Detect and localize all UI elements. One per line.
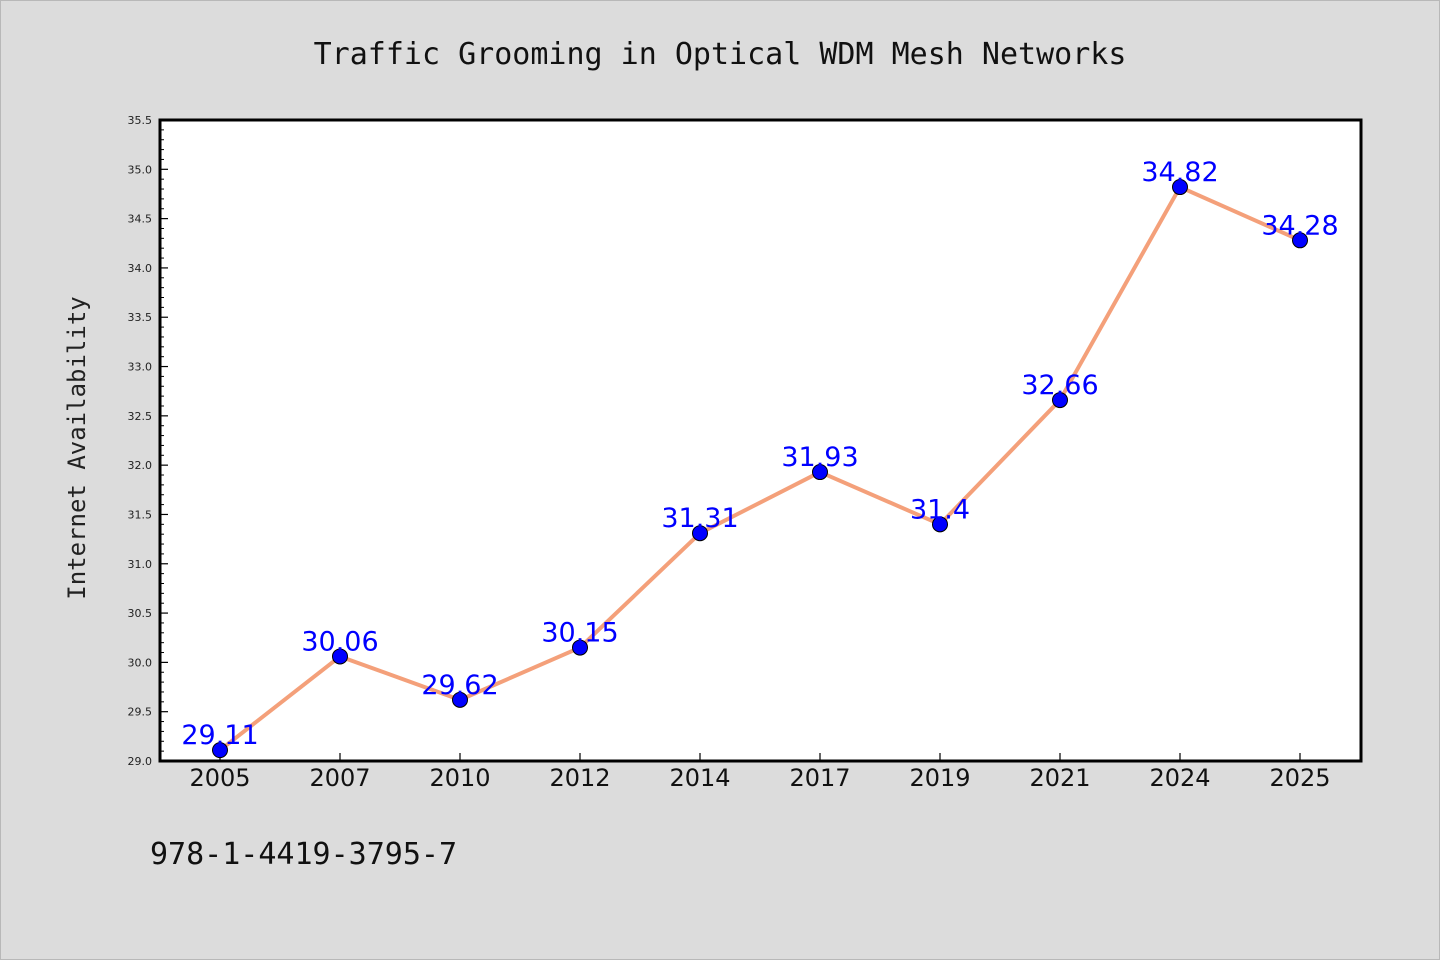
plot-frame: [158, 118, 1363, 763]
data-point: [812, 464, 828, 481]
chart-title: Traffic Grooming in Optical WDM Mesh Net…: [314, 37, 1127, 72]
y-tick-label: 33.0: [128, 361, 153, 374]
data-point: [1292, 232, 1308, 249]
y-tick-label: 34.5: [128, 213, 153, 226]
x-tick-label: 2010: [429, 764, 490, 792]
x-tick-label: 2021: [1029, 764, 1090, 792]
data-value-label: 29.11: [181, 720, 258, 751]
series-line: [218, 185, 1302, 753]
data-value-label: 30.15: [541, 618, 618, 649]
y-tick-label: 32.0: [128, 459, 153, 472]
x-tick-label: 2019: [909, 764, 970, 792]
x-tick-label: 2024: [1149, 764, 1210, 792]
y-tick-label: 32.5: [128, 410, 153, 423]
data-point: [572, 639, 588, 656]
y-tick-label: 29.0: [128, 755, 153, 768]
y-tick-label: 30.5: [128, 607, 153, 620]
x-axis-ticks: 2005 2007 2010 2012 2014 2017 2019 2021 2024 2025: [189, 753, 1331, 792]
data-value-label: 31.93: [781, 442, 858, 473]
plot-area: [160, 120, 1361, 761]
data-point: [932, 516, 948, 533]
data-point: [212, 742, 228, 759]
data-labels: 29.11 30.06 29.62 30.15 31.31 31.93 31.4 32.66 3…: [181, 157, 1338, 751]
data-point: [1172, 179, 1188, 196]
x-tick-label: 2007: [309, 764, 370, 792]
data-value-label: 31.4: [910, 494, 970, 525]
data-value-label: 32.66: [1021, 370, 1098, 401]
y-tick-label: 31.5: [128, 508, 153, 521]
y-axis-ticks: 29.0 29.5 30.0 30.5 31.0 31.5 32.0 32.5 33.0 33.5…: [128, 114, 168, 768]
y-tick-label: 35.0: [128, 163, 153, 176]
y-tick-label: 30.0: [128, 656, 153, 669]
data-point: [692, 525, 708, 542]
data-point: [332, 648, 348, 665]
data-value-label: 29.62: [421, 670, 498, 701]
data-value-label: 34.82: [1141, 157, 1218, 188]
data-value-label: 31.31: [661, 503, 738, 534]
x-tick-label: 2012: [549, 764, 610, 792]
x-tick-label: 2017: [789, 764, 850, 792]
y-tick-label: 31.0: [128, 558, 153, 571]
x-tick-label: 2005: [189, 764, 250, 792]
isbn-footer: 978-1-4419-3795-7: [150, 837, 457, 872]
data-point: [452, 691, 468, 708]
y-tick-label: 35.5: [128, 114, 153, 127]
y-tick-label: 34.0: [128, 262, 153, 275]
x-tick-label: 2025: [1269, 764, 1330, 792]
x-tick-label: 2014: [669, 764, 730, 792]
data-value-label: 30.06: [301, 626, 378, 657]
data-value-label: 34.28: [1261, 210, 1338, 241]
data-point: [1052, 392, 1068, 409]
y-tick-label: 33.5: [128, 311, 153, 324]
y-axis-label: Internet Availability: [63, 296, 91, 599]
series-markers: [212, 179, 1308, 759]
y-tick-label: 29.5: [128, 706, 153, 719]
